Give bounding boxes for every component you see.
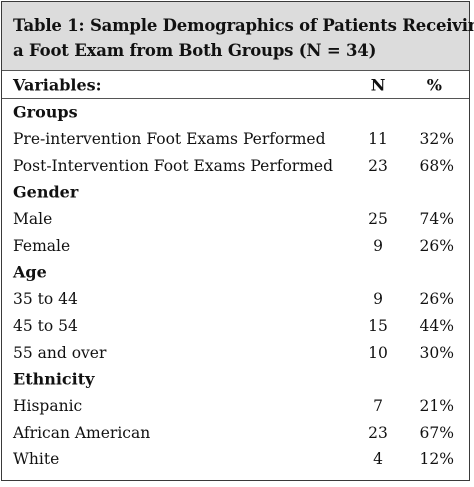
row-percent: 21% <box>419 396 454 415</box>
group-title: Ethnicity <box>13 369 95 389</box>
group-title: Age <box>13 262 47 282</box>
row-percent: 68% <box>419 156 454 175</box>
row-label: 55 and over <box>13 343 107 362</box>
row-percent: 26% <box>419 290 454 309</box>
row-percent: 30% <box>419 343 454 362</box>
row-label: Hispanic <box>13 396 83 415</box>
group-heading-gender: Gender <box>2 179 469 206</box>
row-label: African American <box>13 423 151 442</box>
header-variables: Variables: <box>13 75 102 94</box>
row-label: Male <box>13 210 53 229</box>
table-row: Female 9 26% <box>2 232 469 259</box>
row-label: 45 to 54 <box>13 316 78 335</box>
row-percent: 44% <box>419 316 454 335</box>
row-n: 11 <box>368 130 388 149</box>
caption-line-2: a Foot Exam from Both Groups (N = 34) <box>13 41 377 60</box>
row-label: Female <box>13 236 71 255</box>
table-row: 45 to 54 15 44% <box>2 313 469 340</box>
row-percent: 67% <box>419 423 454 442</box>
header-percent: % <box>426 75 442 94</box>
row-n: 7 <box>373 396 383 415</box>
row-n: 4 <box>373 450 383 469</box>
table-row: Post-Intervention Foot Exams Performed 2… <box>2 152 469 179</box>
row-percent: 26% <box>419 236 454 255</box>
table-caption: Table 1: Sample Demographics of Patients… <box>2 2 474 71</box>
row-n: 23 <box>368 423 388 442</box>
row-label: Post-Intervention Foot Exams Performed <box>13 156 333 175</box>
table-row: Hispanic 7 21% <box>2 393 469 420</box>
row-n: 10 <box>368 343 388 362</box>
group-title: Groups <box>13 102 78 122</box>
row-label: 35 to 44 <box>13 290 78 309</box>
table-body: Groups Pre-intervention Foot Exams Perfo… <box>2 99 469 473</box>
table-row: 55 and over 10 30% <box>2 339 469 366</box>
table-header-row: Variables: N % <box>2 71 469 99</box>
row-n: 9 <box>373 236 383 255</box>
group-heading-age: Age <box>2 259 469 286</box>
table-row: White 4 12% <box>2 446 469 473</box>
row-percent: 32% <box>419 130 454 149</box>
table-row: Pre-intervention Foot Exams Performed 11… <box>2 126 469 153</box>
row-n: 9 <box>373 290 383 309</box>
caption-line-1: Table 1: Sample Demographics of Patients… <box>13 16 474 35</box>
table-row: Male 25 74% <box>2 206 469 233</box>
header-n: N <box>370 75 386 94</box>
table-row: 35 to 44 9 26% <box>2 286 469 313</box>
row-percent: 12% <box>419 450 454 469</box>
row-n: 25 <box>368 210 388 229</box>
row-percent: 74% <box>419 210 454 229</box>
row-n: 23 <box>368 156 388 175</box>
row-label: White <box>13 450 60 469</box>
row-label: Pre-intervention Foot Exams Performed <box>13 130 326 149</box>
group-heading-groups: Groups <box>2 99 469 126</box>
group-heading-ethnicity: Ethnicity <box>2 366 469 393</box>
row-n: 15 <box>368 316 388 335</box>
table-row: African American 23 67% <box>2 419 469 446</box>
group-title: Gender <box>13 182 79 202</box>
